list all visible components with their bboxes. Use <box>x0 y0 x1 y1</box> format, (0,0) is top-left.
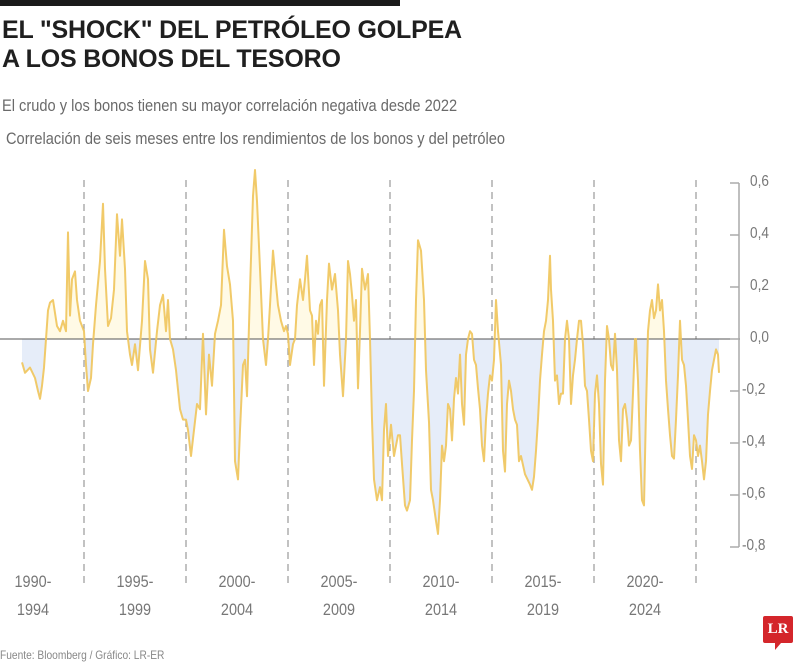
title-line-2: A LOS BONOS DEL TESORO <box>2 45 341 73</box>
top-rule <box>0 0 400 6</box>
x-category-label: 2010- 2014 <box>422 572 460 619</box>
correlation-line <box>21 169 720 535</box>
y-tick-label: 0,6 <box>750 173 769 190</box>
x-category-label: 1995- 1999 <box>116 572 154 619</box>
x-category-label: 2005- 2009 <box>320 572 358 619</box>
source-note: Fuente: Bloomberg / Gráfico: LR-ER <box>0 648 165 662</box>
x-category-label: 2000- 2004 <box>218 572 256 619</box>
chart-description: Correlación de seis meses entre los rend… <box>6 129 505 148</box>
x-category-label: 2020- 2024 <box>626 572 664 619</box>
y-tick-label: 0,4 <box>750 225 769 242</box>
y-tick-label: -0,8 <box>742 537 766 554</box>
chart-subtitle: El crudo y los bonos tienen su mayor cor… <box>2 96 458 115</box>
title-line-1: EL "SHOCK" DEL PETRÓLEO GOLPEA <box>2 16 462 44</box>
lr-logo: LR <box>763 616 793 650</box>
y-tick-label: -0,2 <box>742 381 766 398</box>
x-category-label: 2015- 2019 <box>524 572 562 619</box>
y-tick-label: 0,2 <box>750 277 769 294</box>
negative-area-fill <box>22 339 719 534</box>
chart-title: EL "SHOCK" DEL PETRÓLEO GOLPEA A LOS BON… <box>2 16 462 74</box>
y-tick-label: -0,4 <box>742 433 766 450</box>
chart-plot-area <box>0 169 740 588</box>
x-category-label: 1990- 1994 <box>14 572 52 619</box>
y-tick-label: 0,0 <box>750 329 769 346</box>
y-axis <box>730 182 740 548</box>
y-tick-label: -0,6 <box>742 485 766 502</box>
